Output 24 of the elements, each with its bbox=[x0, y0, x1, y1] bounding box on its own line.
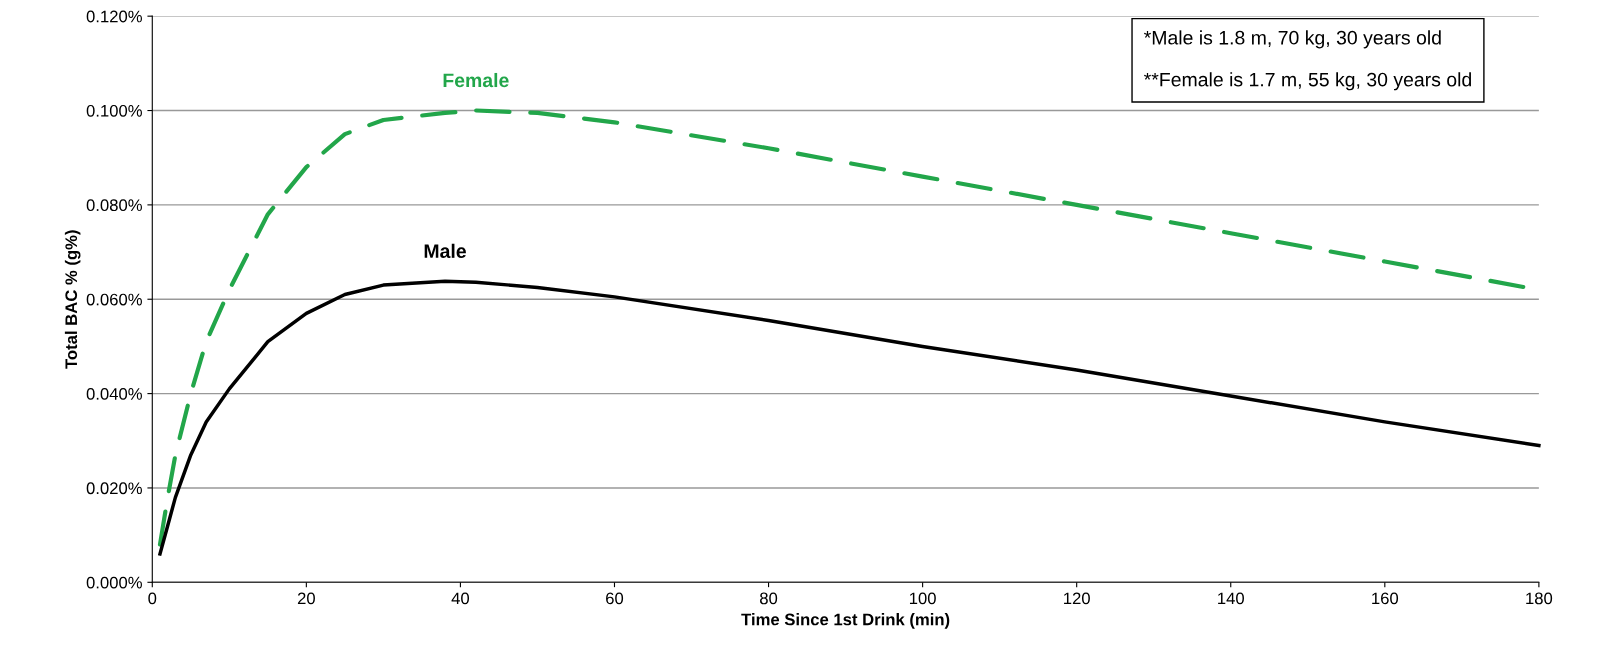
y-tick-label: 0.100% bbox=[86, 104, 142, 117]
annotation: **Female is 1.7 m, 55 kg, 30 years old bbox=[1144, 72, 1471, 91]
annotation: *Male is 1.8 m, 70 kg, 30 years old bbox=[1144, 30, 1441, 49]
x-tick-label: 100 bbox=[909, 592, 936, 605]
x-tick-label: 180 bbox=[1526, 592, 1553, 605]
series-label: Male bbox=[424, 243, 466, 259]
x-axis-title: Time Since 1st Drink (min) bbox=[741, 613, 950, 629]
series-label: Female bbox=[443, 72, 509, 88]
y-axis-title: Total BAC % (g%) bbox=[64, 230, 81, 369]
y-tick-label: 0.060% bbox=[86, 293, 142, 306]
y-tick-label: 0.040% bbox=[86, 387, 142, 400]
line-series bbox=[158, 279, 1541, 556]
x-tick-label: 160 bbox=[1372, 592, 1399, 605]
x-tick-label: 120 bbox=[1064, 592, 1090, 605]
x-tick-label: 60 bbox=[606, 592, 624, 605]
x-tick-label: 20 bbox=[297, 592, 315, 605]
x-tick-label: 40 bbox=[451, 592, 470, 605]
x-tick-label: 80 bbox=[760, 592, 778, 605]
y-tick-label: 0.020% bbox=[86, 482, 142, 495]
y-tick-label: 0.080% bbox=[86, 199, 142, 212]
x-tick-label: 0 bbox=[148, 592, 157, 605]
x-tick-label: 140 bbox=[1218, 592, 1244, 605]
y-tick-label: 0.000% bbox=[86, 576, 142, 589]
y-tick-label: 0.120% bbox=[86, 10, 142, 23]
